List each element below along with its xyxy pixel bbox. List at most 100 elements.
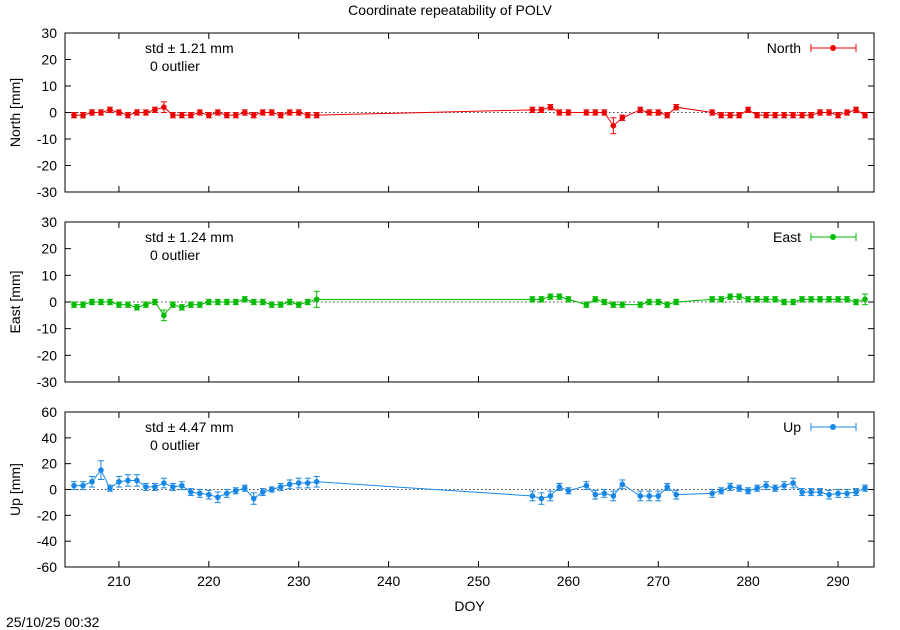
east-data-point <box>853 299 859 305</box>
east-ylabel: East [mm] <box>7 270 23 333</box>
up-xtick-label: 210 <box>107 573 131 589</box>
north-ytick-label: 20 <box>41 52 57 68</box>
up-data-point <box>313 478 320 485</box>
up-legend-marker <box>830 424 836 430</box>
north-data-point <box>565 109 572 116</box>
north-data-point <box>277 112 284 118</box>
up-data-point <box>736 485 742 492</box>
up-xtick-label: 260 <box>557 573 581 589</box>
east-data-point <box>197 301 203 308</box>
east-data-point <box>745 296 751 303</box>
up-data-point <box>835 490 841 497</box>
north-data-point <box>619 115 626 121</box>
north-data-point <box>583 109 590 116</box>
up-data-point <box>241 485 248 492</box>
east-data-point <box>161 312 167 319</box>
east-outlier-label: 0 outlier <box>150 247 200 263</box>
north-ytick-label: -20 <box>37 158 57 174</box>
east-data-point <box>817 296 823 303</box>
east-data-point <box>727 293 733 300</box>
up-data-point <box>143 484 149 490</box>
north-data-point <box>763 112 769 118</box>
up-ytick-label: -20 <box>37 507 57 523</box>
east-data-point <box>610 301 617 308</box>
north-data-point <box>529 107 536 113</box>
east-data-point <box>259 299 266 305</box>
north-legend-label: North <box>767 40 801 56</box>
north-data-point <box>250 112 257 118</box>
up-ytick-label: -60 <box>37 559 57 575</box>
east-data-point <box>134 304 140 311</box>
up-data-point <box>197 490 203 497</box>
up-xtick-label: 250 <box>467 573 491 589</box>
east-ytick-label: 30 <box>41 214 57 230</box>
east-data-point <box>835 296 841 303</box>
north-data-point <box>313 112 320 118</box>
north-ytick-label: -10 <box>37 131 57 147</box>
north-data-point <box>107 107 113 113</box>
up-ylabel: Up [mm] <box>7 463 23 516</box>
north-data-point <box>826 109 832 116</box>
east-data-point <box>673 299 680 305</box>
north-data-point <box>547 104 554 110</box>
north-data-point <box>304 112 311 118</box>
up-data-point <box>727 484 733 490</box>
north-data-point <box>188 112 194 118</box>
up-data-point <box>286 481 293 488</box>
up-data-point <box>215 494 221 501</box>
up-xtick-label: 290 <box>826 573 850 589</box>
east-data-point <box>98 299 104 305</box>
east-data-point <box>664 301 671 308</box>
north-data-point <box>161 104 167 110</box>
north-data-point <box>754 112 760 118</box>
up-data-point <box>853 489 859 495</box>
east-data-point <box>646 299 653 305</box>
north-data-point <box>143 109 149 116</box>
north-data-point <box>781 112 787 118</box>
east-data-point <box>592 296 599 303</box>
up-data-point <box>188 489 194 495</box>
up-ytick-label: 60 <box>41 404 57 420</box>
up-data-point <box>808 489 814 495</box>
up-data-point <box>134 477 140 484</box>
east-std-label: std ± 1.24 mm <box>145 229 234 245</box>
east-data-point <box>206 299 212 305</box>
north-data-point <box>179 112 185 118</box>
north-data-point <box>206 112 212 118</box>
east-data-point <box>655 299 662 305</box>
north-data-point <box>295 109 302 116</box>
up-data-point <box>592 491 599 498</box>
up-data-point <box>556 484 563 490</box>
east-data-point <box>601 299 608 305</box>
east-data-point <box>125 301 131 308</box>
east-data-point <box>152 299 158 305</box>
east-data-point <box>250 299 257 305</box>
up-data-point <box>610 493 617 499</box>
east-data-point <box>862 296 868 303</box>
east-data-point <box>232 299 239 305</box>
north-data-point <box>637 107 644 113</box>
up-data-point <box>304 480 311 486</box>
north-data-point <box>736 112 742 118</box>
up-xtick-label: 230 <box>287 573 311 589</box>
east-data-point <box>556 293 563 300</box>
xlabel: DOY <box>454 598 485 614</box>
north-data-point <box>134 109 140 116</box>
east-data-point <box>170 301 176 308</box>
up-data-point <box>799 489 805 495</box>
chart-title: Coordinate repeatability of POLV <box>348 2 552 18</box>
north-std-label: std ± 1.21 mm <box>145 40 234 56</box>
north-data-point <box>610 122 617 129</box>
north-data-point <box>835 112 841 118</box>
north-data-point <box>799 112 805 118</box>
north-ytick-label: 0 <box>49 105 57 121</box>
north-data-point <box>601 109 608 116</box>
east-data-point <box>826 296 832 303</box>
north-data-point <box>673 104 680 110</box>
north-data-point <box>224 112 230 118</box>
up-data-point <box>709 490 715 497</box>
north-data-point <box>197 109 203 116</box>
north-data-point <box>745 107 751 113</box>
east-data-point <box>304 299 311 305</box>
east-data-point <box>763 296 769 303</box>
